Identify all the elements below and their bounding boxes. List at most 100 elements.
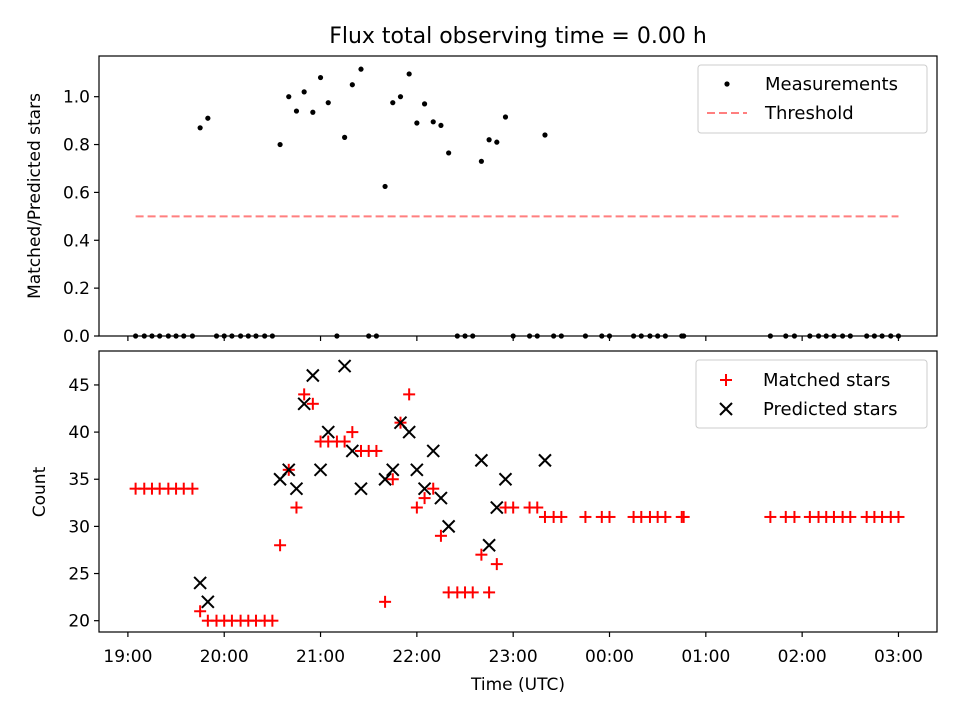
- legend-matched-marker: [720, 374, 732, 386]
- top-legend-box: [697, 64, 928, 134]
- y-tick-label: 0.4: [63, 231, 90, 251]
- predicted-star-point: [297, 397, 311, 411]
- x-tick-label: 22:00: [392, 647, 441, 667]
- measurement-point: [317, 74, 324, 81]
- matched-star-points: [129, 388, 905, 627]
- x-tick-label: 01:00: [681, 647, 730, 667]
- top-y-ticks: 0.0 0.2 0.4 0.6 0.8 1.0: [63, 88, 99, 347]
- predicted-star-point: [321, 425, 335, 439]
- predicted-star-point: [538, 453, 552, 468]
- x-tick-label: 20:00: [200, 647, 249, 667]
- measurement-point: [486, 137, 492, 143]
- matched-star-point: [788, 510, 801, 523]
- measurement-point: [446, 150, 452, 156]
- matched-star-point: [483, 586, 496, 599]
- measurement-point: [277, 141, 283, 148]
- measurement-point: [310, 109, 316, 115]
- measurement-point: [421, 101, 428, 107]
- matched-star-point: [764, 510, 777, 523]
- measurement-point: [286, 94, 292, 100]
- predicted-star-point: [201, 595, 215, 609]
- legend-predicted-label: Predicted stars: [763, 399, 897, 420]
- measurement-point: [301, 89, 307, 95]
- matched-star-point: [418, 492, 431, 505]
- predicted-star-point: [482, 538, 496, 552]
- y-tick-label: 35: [68, 470, 90, 490]
- matched-star-point: [386, 473, 399, 486]
- predicted-star-point: [498, 472, 513, 486]
- top-panel: 0.0 0.2 0.4 0.6 0.8 1.0 Matched/Predicted sta…: [25, 55, 938, 347]
- measurement-point: [349, 82, 355, 88]
- measurement-point: [358, 66, 364, 72]
- legend-measurements-marker: [724, 81, 730, 87]
- predicted-star-point: [441, 519, 456, 534]
- matched-star-point: [379, 595, 392, 608]
- matched-star-point: [507, 501, 520, 514]
- matched-star-point: [403, 388, 416, 401]
- measurement-point: [390, 100, 396, 106]
- x-axis-label: Time (UTC): [470, 675, 565, 695]
- predicted-star-point: [345, 444, 360, 458]
- predicted-star-point: [354, 481, 368, 496]
- predicted-star-point: [306, 368, 320, 383]
- predicted-star-point: [282, 463, 296, 477]
- bottom-y-ticks: 20 25 30 35 40 45: [68, 376, 99, 632]
- predicted-star-point: [313, 463, 328, 477]
- y-tick-label: 1.0: [63, 88, 90, 108]
- matched-star-point: [306, 397, 319, 410]
- predicted-star-point: [193, 576, 207, 590]
- matched-star-point: [410, 501, 423, 514]
- matched-star-point: [194, 605, 207, 618]
- matched-star-point: [274, 539, 287, 552]
- measurement-point: [414, 120, 420, 126]
- matched-star-point: [434, 529, 447, 542]
- matched-star-point: [338, 435, 351, 448]
- x-tick-label: 23:00: [489, 647, 538, 667]
- predicted-star-point: [474, 453, 489, 468]
- measurement-points: [133, 66, 902, 339]
- measurement-point: [293, 108, 300, 114]
- predicted-star-point: [426, 444, 440, 458]
- measurement-point: [406, 71, 412, 77]
- y-tick-label: 45: [68, 376, 90, 396]
- matched-star-point: [603, 510, 616, 523]
- top-y-axis-label: Matched/Predicted stars: [25, 93, 45, 299]
- measurement-point: [502, 114, 509, 120]
- measurement-point: [430, 119, 436, 125]
- legend-measurements-label: Measurements: [765, 74, 898, 95]
- measurement-point: [205, 115, 211, 121]
- x-tick-label: 19:00: [103, 647, 152, 667]
- bottom-panel: 20 25 30 35 40 45 19:00 20:00 21:00 22:00 23:00 00…: [30, 350, 938, 695]
- x-tick-label: 00:00: [585, 647, 634, 667]
- top-axes-frame: [98, 55, 938, 337]
- x-tick-label: 02:00: [778, 647, 827, 667]
- y-tick-label: 0.2: [63, 279, 90, 299]
- matched-star-point: [475, 548, 488, 561]
- bottom-y-axis-label: Count: [30, 466, 50, 517]
- matched-star-point: [844, 510, 857, 523]
- matched-star-point: [266, 614, 279, 627]
- top-x-ticks: [127, 336, 900, 341]
- predicted-star-point: [386, 463, 400, 477]
- matched-star-point: [892, 510, 905, 523]
- measurement-point: [494, 139, 500, 145]
- y-tick-label: 30: [68, 517, 90, 537]
- matched-star-point: [346, 426, 359, 439]
- bottom-x-ticks: 19:00 20:00 21:00 22:00 23:00 00:00 01:00 02:00…: [103, 632, 923, 667]
- predicted-star-point: [337, 359, 352, 373]
- measurement-point: [197, 125, 203, 131]
- matched-star-point: [555, 510, 568, 523]
- legend-threshold-label: Threshold: [764, 103, 854, 124]
- matched-star-point: [531, 501, 544, 514]
- x-tick-label: 21:00: [296, 647, 345, 667]
- legend-predicted-marker: [719, 402, 733, 416]
- measurement-point: [397, 94, 404, 100]
- predicted-star-point: [434, 491, 448, 505]
- y-tick-label: 20: [68, 612, 90, 632]
- bottom-axes-frame: [98, 350, 938, 633]
- bottom-legend: Matched stars Predicted stars: [695, 359, 928, 429]
- matched-star-point: [579, 510, 592, 523]
- predicted-star-point: [410, 463, 424, 477]
- y-tick-label: 40: [68, 423, 90, 443]
